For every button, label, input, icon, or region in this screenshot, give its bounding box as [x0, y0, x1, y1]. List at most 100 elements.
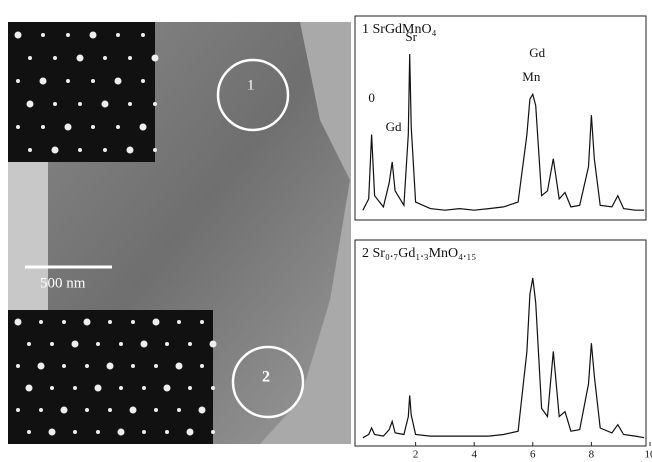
peak-label: Sr: [405, 29, 417, 44]
diffraction-spot: [27, 342, 31, 346]
panel-title: 1 SrGdMnO₄: [362, 22, 437, 37]
diffraction-spot: [188, 342, 192, 346]
diffraction-spot: [126, 146, 134, 154]
diffraction-spot: [198, 406, 206, 414]
diffraction-spot: [131, 364, 135, 368]
diffraction-spot: [116, 33, 120, 37]
diffraction-spot: [39, 408, 43, 412]
diffraction-spot: [211, 430, 215, 434]
diffraction-spot: [27, 430, 31, 434]
diffraction-spot: [188, 386, 192, 390]
diffraction-spot: [108, 408, 112, 412]
diffraction-spot: [66, 33, 70, 37]
region-label: 1: [247, 77, 255, 93]
diffraction-spot: [119, 342, 123, 346]
diffraction-spot: [142, 430, 146, 434]
diffraction-spot: [101, 100, 109, 108]
diffraction-spot: [85, 408, 89, 412]
diffraction-spot: [175, 362, 183, 370]
diffraction-spot: [128, 102, 132, 106]
diffraction-spot: [51, 146, 59, 154]
diffraction-spot: [153, 102, 157, 106]
diffraction-spot: [117, 428, 125, 436]
diffraction-spot: [211, 386, 215, 390]
diffraction-spot: [154, 408, 158, 412]
panel-title: 2 Sr₀.₇Gd₁.₃MnO₄.₁₅: [362, 246, 476, 261]
diffraction-spot: [85, 364, 89, 368]
diffraction-spot: [41, 125, 45, 129]
diffraction-spot: [78, 102, 82, 106]
diffraction-spot: [200, 364, 204, 368]
peak-label: 0: [368, 90, 375, 105]
diffraction-spot: [14, 31, 22, 39]
diffraction-spot: [26, 100, 34, 108]
diffraction-spot: [73, 386, 77, 390]
region-label: 2: [262, 369, 270, 386]
diffraction-spot: [25, 384, 33, 392]
diffraction-spot: [103, 56, 107, 60]
diffraction-spot: [209, 340, 217, 348]
x-tick-label: 4: [471, 449, 477, 461]
diffraction-spot: [16, 79, 20, 83]
spectrum-line: [362, 53, 645, 211]
diffraction-spot: [177, 320, 181, 324]
diffraction-spot: [16, 408, 20, 412]
diffraction-spot: [140, 340, 148, 348]
diffraction-spot: [64, 123, 72, 131]
diffraction-spot: [165, 342, 169, 346]
diffraction-spot: [83, 318, 91, 326]
diffraction-spot: [152, 318, 160, 326]
diffraction-spot: [71, 340, 79, 348]
diffraction-spot: [114, 77, 122, 85]
diffraction-spot: [91, 125, 95, 129]
diffraction-spot: [39, 77, 47, 85]
x-tick-label: 6: [530, 449, 536, 461]
diffraction-spot: [37, 362, 45, 370]
diffraction-spot: [186, 428, 194, 436]
diffraction-spot: [91, 79, 95, 83]
diffraction-spot: [62, 320, 66, 324]
panel-frame: [354, 239, 647, 447]
diffraction-spot: [73, 430, 77, 434]
diffraction-spot: [200, 320, 204, 324]
diffraction-spot: [66, 79, 70, 83]
diffraction-spot: [53, 56, 57, 60]
diffraction-spot: [103, 148, 107, 152]
diffraction-spot: [165, 430, 169, 434]
diffraction-spot: [96, 430, 100, 434]
diffraction-spot: [94, 384, 102, 392]
x-tick-label: 10: [645, 449, 652, 461]
x-tick-label: 8: [589, 449, 595, 461]
diffraction-spot: [131, 320, 135, 324]
diffraction-spot: [28, 56, 32, 60]
peak-label: Gd: [529, 45, 545, 60]
diffraction-spot: [53, 102, 57, 106]
diffraction-spot: [41, 33, 45, 37]
diffraction-spot: [106, 362, 114, 370]
panel-frame: [354, 15, 647, 221]
diffraction-spot: [163, 384, 171, 392]
diffraction-spot: [151, 54, 159, 62]
diffraction-spot: [60, 406, 68, 414]
diffraction-spot: [89, 31, 97, 39]
diffraction-spot: [177, 408, 181, 412]
diffraction-spot: [154, 364, 158, 368]
diffraction-spot: [119, 386, 123, 390]
diffraction-spot: [50, 386, 54, 390]
diffraction-spot: [108, 320, 112, 324]
tem-image: 500 nm 1 2: [8, 22, 351, 444]
scale-bar-label: 500 nm: [40, 275, 86, 291]
spectrum-line: [362, 277, 645, 439]
diffraction-spot: [116, 125, 120, 129]
diffraction-spot: [50, 342, 54, 346]
diffraction-spot: [76, 54, 84, 62]
diffraction-spot: [129, 406, 137, 414]
diffraction-spot: [141, 79, 145, 83]
diffraction-spot: [48, 428, 56, 436]
diffraction-spot: [96, 342, 100, 346]
diffraction-spot: [16, 364, 20, 368]
diffraction-spot: [128, 56, 132, 60]
diffraction-spot: [139, 123, 147, 131]
diffraction-spot: [141, 33, 145, 37]
